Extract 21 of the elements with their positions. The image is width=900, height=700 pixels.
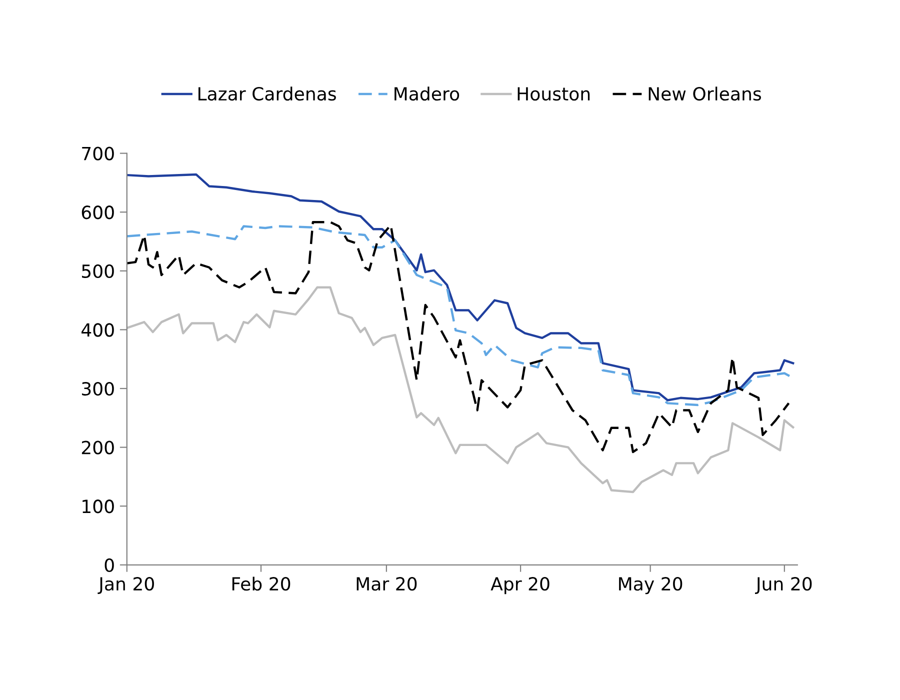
line-series <box>126 173 794 402</box>
y-tick-label: 300 <box>82 382 114 396</box>
legend-label: Houston <box>518 87 590 101</box>
x-tick-label: Mar 20 <box>356 577 417 591</box>
x-tick-label: Jan 20 <box>98 577 154 594</box>
legend-label: Lazar Cardenas <box>198 86 336 101</box>
y-tick-label: 600 <box>82 206 114 220</box>
line-series <box>126 286 794 494</box>
y-tick-label: 700 <box>82 146 114 160</box>
x-tick-label: May 20 <box>619 577 682 594</box>
legend-label: New Orleans <box>648 86 761 101</box>
line-series <box>126 220 790 454</box>
legend-label: Madero <box>394 86 460 101</box>
y-tick-label: 400 <box>82 323 114 337</box>
y-tick-label: 0 <box>104 558 114 572</box>
x-tick-label: Feb 20 <box>232 576 290 591</box>
y-tick-label: 200 <box>82 440 114 454</box>
x-tick-label: Jun 20 <box>755 577 812 594</box>
y-tick-label: 500 <box>82 264 114 278</box>
y-tick-label: 100 <box>82 500 114 514</box>
x-tick-label: Apr 20 <box>490 577 550 594</box>
